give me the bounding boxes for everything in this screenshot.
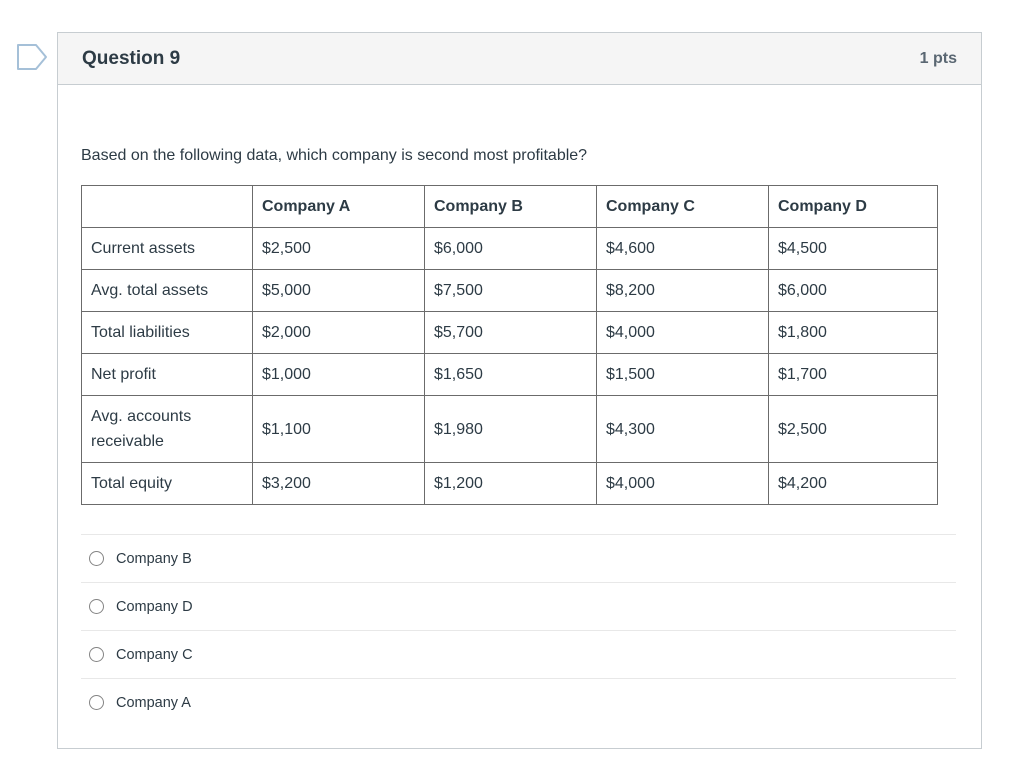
- table-row: Avg. total assets $5,000 $7,500 $8,200 $…: [81, 269, 938, 312]
- cell-value: $1,650: [424, 353, 597, 396]
- cell-value: $1,500: [596, 353, 769, 396]
- cell-value: $1,980: [424, 395, 597, 463]
- option-label: Company C: [116, 646, 193, 663]
- cell-value: $4,000: [596, 462, 769, 505]
- row-label: Current assets: [81, 227, 253, 270]
- table-header-company-a: Company A: [252, 185, 425, 228]
- answer-option-company-c[interactable]: Company C: [81, 630, 956, 678]
- cell-value: $1,100: [252, 395, 425, 463]
- cell-value: $3,200: [252, 462, 425, 505]
- cell-value: $4,200: [768, 462, 938, 505]
- flag-question-icon[interactable]: [16, 42, 48, 72]
- cell-value: $5,000: [252, 269, 425, 312]
- cell-value: $5,700: [424, 311, 597, 354]
- cell-value: $1,700: [768, 353, 938, 396]
- table-row: Total equity $3,200 $1,200 $4,000 $4,200: [81, 462, 938, 505]
- cell-value: $6,000: [768, 269, 938, 312]
- answer-option-company-a[interactable]: Company A: [81, 678, 956, 726]
- cell-value: $2,500: [252, 227, 425, 270]
- cell-value: $4,600: [596, 227, 769, 270]
- table-header-row: Company A Company B Company C Company D: [81, 185, 938, 228]
- cell-value: $7,500: [424, 269, 597, 312]
- question-text: Based on the following data, which compa…: [81, 147, 588, 164]
- cell-value: $4,300: [596, 395, 769, 463]
- question-points: 1 pts: [919, 49, 957, 67]
- question-body: Based on the following data, which compa…: [58, 85, 981, 726]
- question-title: Question 9: [82, 47, 181, 69]
- answer-option-company-d[interactable]: Company D: [81, 582, 956, 630]
- cell-value: $2,000: [252, 311, 425, 354]
- row-label: Net profit: [81, 353, 253, 396]
- table-row: Net profit $1,000 $1,650 $1,500 $1,700: [81, 353, 938, 396]
- table-row: Avg. accounts receivable $1,100 $1,980 $…: [81, 395, 938, 463]
- row-label: Total equity: [81, 462, 253, 505]
- row-label: Avg. accounts receivable: [81, 395, 253, 463]
- cell-value: $6,000: [424, 227, 597, 270]
- table-header-company-c: Company C: [596, 185, 769, 228]
- cell-value: $1,000: [252, 353, 425, 396]
- radio-button-icon[interactable]: [89, 551, 104, 566]
- option-label: Company A: [116, 694, 191, 711]
- question-header: Question 9 1 pts: [58, 33, 981, 85]
- cell-value: $8,200: [596, 269, 769, 312]
- table-row: Current assets $2,500 $6,000 $4,600 $4,5…: [81, 227, 938, 270]
- cell-value: $4,000: [596, 311, 769, 354]
- question-card: Question 9 1 pts Based on the following …: [57, 32, 982, 749]
- table-header-empty: [81, 185, 253, 228]
- answer-options: Company B Company D Company C Company A: [81, 534, 956, 726]
- row-label: Avg. total assets: [81, 269, 253, 312]
- company-data-table: Company A Company B Company C Company D …: [81, 185, 938, 505]
- row-label: Total liabilities: [81, 311, 253, 354]
- cell-value: $2,500: [768, 395, 938, 463]
- radio-button-icon[interactable]: [89, 695, 104, 710]
- option-label: Company D: [116, 598, 193, 615]
- option-label: Company B: [116, 550, 192, 567]
- radio-button-icon[interactable]: [89, 647, 104, 662]
- answer-option-company-b[interactable]: Company B: [81, 534, 956, 582]
- cell-value: $1,200: [424, 462, 597, 505]
- table-header-company-d: Company D: [768, 185, 938, 228]
- table-row: Total liabilities $2,000 $5,700 $4,000 $…: [81, 311, 938, 354]
- table-header-company-b: Company B: [424, 185, 597, 228]
- cell-value: $1,800: [768, 311, 938, 354]
- radio-button-icon[interactable]: [89, 599, 104, 614]
- cell-value: $4,500: [768, 227, 938, 270]
